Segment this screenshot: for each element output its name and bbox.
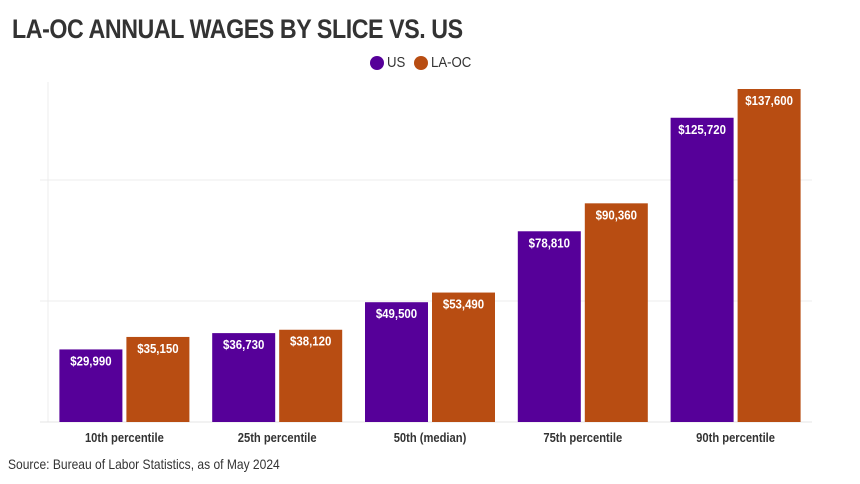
legend-item-us: US <box>370 54 408 71</box>
bar-la-oc-4 <box>737 89 801 423</box>
bar-us-0 <box>59 349 123 422</box>
bar-us-1 <box>212 333 276 422</box>
x-tick-label: 10th percentile <box>85 430 164 445</box>
legend-label-us: US <box>387 54 406 71</box>
data-label: $53,490 <box>443 297 485 312</box>
data-label: $125,720 <box>678 122 726 137</box>
chart-title: LA-OC ANNUAL WAGES BY SLICE VS. US <box>12 14 463 44</box>
data-label: $36,730 <box>223 337 265 352</box>
bar-la-oc-1 <box>279 329 343 422</box>
bar-la-oc-3 <box>584 203 648 422</box>
data-label: $78,810 <box>529 236 571 251</box>
data-label: $29,990 <box>70 354 112 369</box>
data-label: $90,360 <box>596 208 638 223</box>
x-tick-label: 75th percentile <box>543 430 622 445</box>
data-label: $38,120 <box>290 334 332 349</box>
x-tick-label: 90th percentile <box>696 430 775 445</box>
legend: US LA-OC <box>370 54 483 71</box>
bar-la-oc-2 <box>432 292 495 422</box>
legend-swatch-us <box>370 55 384 70</box>
data-label: $35,150 <box>137 341 179 356</box>
data-label: $137,600 <box>745 93 793 108</box>
x-tick-label: 50th (median) <box>394 430 467 445</box>
data-label: $49,500 <box>376 307 418 322</box>
bar-us-2 <box>365 302 428 422</box>
bar-us-4 <box>670 117 734 422</box>
legend-swatch-la-oc <box>413 55 428 70</box>
x-tick-label: 25th percentile <box>238 430 317 445</box>
legend-item-la-oc: LA-OC <box>413 54 477 71</box>
bar-us-3 <box>517 231 581 422</box>
legend-label-la-oc: LA-OC <box>430 54 472 71</box>
source-note: Source: Bureau of Labor Statistics, as o… <box>8 456 280 472</box>
bar-la-oc-0 <box>126 336 190 422</box>
